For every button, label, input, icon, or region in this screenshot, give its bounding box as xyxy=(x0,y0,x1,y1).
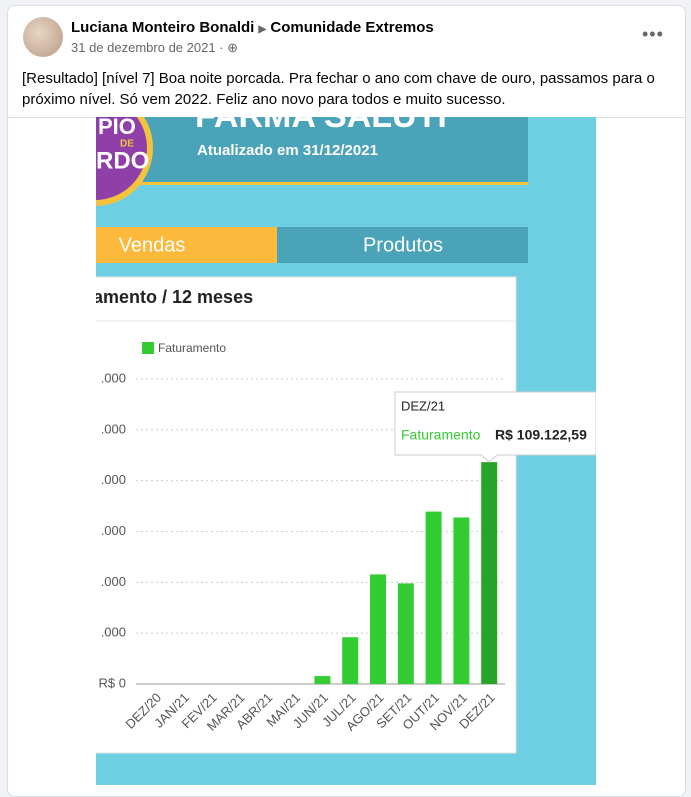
banner-title: FARMA SALUTI xyxy=(195,117,447,135)
y-tick-label: .000 xyxy=(101,625,126,640)
bar xyxy=(314,676,331,684)
badge-text: RDO xyxy=(96,147,149,174)
tooltip-series: Faturamento xyxy=(401,427,481,443)
more-button[interactable]: ••• xyxy=(642,24,664,44)
post-image: FARMA SALUTI Atualizado em 31/12/2021 PI… xyxy=(96,117,596,785)
legend-swatch xyxy=(142,342,154,354)
bar xyxy=(342,637,359,684)
tooltip-box xyxy=(394,391,596,463)
badge xyxy=(96,117,147,200)
avatar[interactable] xyxy=(23,17,63,57)
badge-text: PIO xyxy=(98,117,136,139)
tooltip-title: DEZ/21 xyxy=(401,398,445,413)
y-tick-label: .000 xyxy=(101,421,126,436)
tab[interactable] xyxy=(96,227,277,263)
bar xyxy=(481,462,498,684)
bar xyxy=(425,511,442,684)
legend-label: Faturamento xyxy=(158,341,226,355)
y-tick-label: R$ 0 xyxy=(99,675,126,690)
bar xyxy=(370,574,386,684)
post-meta: 31 de dezembro de 2021 · ⊕ xyxy=(71,40,239,55)
author[interactable]: Luciana Monteiro Bonaldi xyxy=(71,19,255,36)
tooltip-value: R$ 109.122,59 xyxy=(495,427,587,443)
group[interactable]: Comunidade Extremos xyxy=(270,19,434,36)
tab-label[interactable]: Vendas xyxy=(119,234,186,256)
card-title: amento / 12 meses xyxy=(96,287,253,307)
y-tick-label: .000 xyxy=(101,574,126,589)
y-tick-label: .000 xyxy=(101,523,126,538)
chart-card xyxy=(96,276,517,754)
arrow-icon: ▶ xyxy=(258,24,267,35)
badge-text: DE xyxy=(120,139,134,150)
banner-line xyxy=(96,182,528,185)
bar xyxy=(453,517,470,684)
y-tick-label: .000 xyxy=(101,370,126,385)
tab[interactable] xyxy=(277,227,528,263)
date[interactable]: 31 de dezembro de 2021 xyxy=(71,40,216,55)
tab-label[interactable]: Produtos xyxy=(363,234,443,256)
bar xyxy=(397,583,414,684)
y-tick-label: .000 xyxy=(101,472,126,487)
globe-icon: ⊕ xyxy=(227,40,239,55)
updated: Atualizado em 31/12/2021 xyxy=(197,142,378,159)
post-header: Luciana Monteiro Bonaldi ▶ Comunidade Ex… xyxy=(71,19,434,36)
banner xyxy=(96,117,528,183)
post-text: [Resultado] [nível 7] Boa noite porcada.… xyxy=(22,70,655,108)
